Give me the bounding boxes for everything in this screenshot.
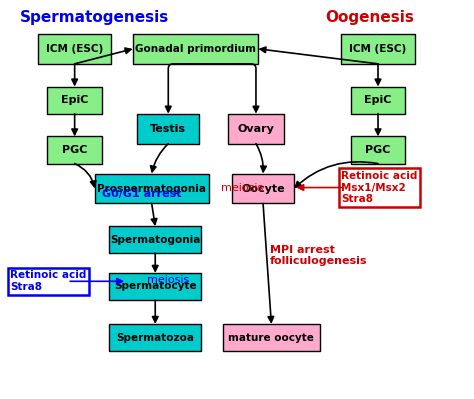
Text: MPI arrest
folliculogenesis: MPI arrest folliculogenesis [270,245,368,266]
FancyBboxPatch shape [232,174,294,203]
FancyBboxPatch shape [133,34,258,64]
Text: Ovary: Ovary [237,124,274,134]
Text: Spermatogenesis: Spermatogenesis [20,10,169,25]
Text: meiosis: meiosis [147,275,189,285]
FancyBboxPatch shape [38,34,111,64]
Text: Spermatocyte: Spermatocyte [114,281,197,292]
Text: Oocyte: Oocyte [241,184,285,194]
Text: meiosis: meiosis [221,182,263,193]
FancyBboxPatch shape [109,273,201,300]
Text: PGC: PGC [62,145,87,155]
Text: EpiC: EpiC [365,95,392,105]
Text: G0/G1 arrest: G0/G1 arrest [102,190,182,200]
Text: Gonadal primordium: Gonadal primordium [135,44,256,54]
Text: Testis: Testis [150,124,186,134]
FancyBboxPatch shape [47,136,102,164]
Text: EpiC: EpiC [61,95,88,105]
FancyBboxPatch shape [109,324,201,351]
FancyBboxPatch shape [341,34,415,64]
Text: Retinoic acid
Stra8: Retinoic acid Stra8 [10,271,87,292]
Text: ICM (ESC): ICM (ESC) [349,44,407,54]
FancyBboxPatch shape [228,114,284,144]
Text: Prospermatogonia: Prospermatogonia [97,184,206,194]
FancyBboxPatch shape [95,174,209,203]
Text: Oogenesis: Oogenesis [325,10,414,25]
FancyBboxPatch shape [137,114,199,144]
FancyBboxPatch shape [223,324,320,351]
Text: ICM (ESC): ICM (ESC) [46,44,103,54]
FancyBboxPatch shape [109,226,201,253]
Text: Spermatozoa: Spermatozoa [116,332,194,343]
Text: Spermatogonia: Spermatogonia [110,235,201,245]
Text: PGC: PGC [365,145,391,155]
FancyBboxPatch shape [351,87,405,114]
FancyBboxPatch shape [351,136,405,164]
Text: mature oocyte: mature oocyte [228,332,314,343]
FancyBboxPatch shape [47,87,102,114]
Text: Retinoic acid
Msx1/Msx2
Stra8: Retinoic acid Msx1/Msx2 Stra8 [341,171,418,204]
